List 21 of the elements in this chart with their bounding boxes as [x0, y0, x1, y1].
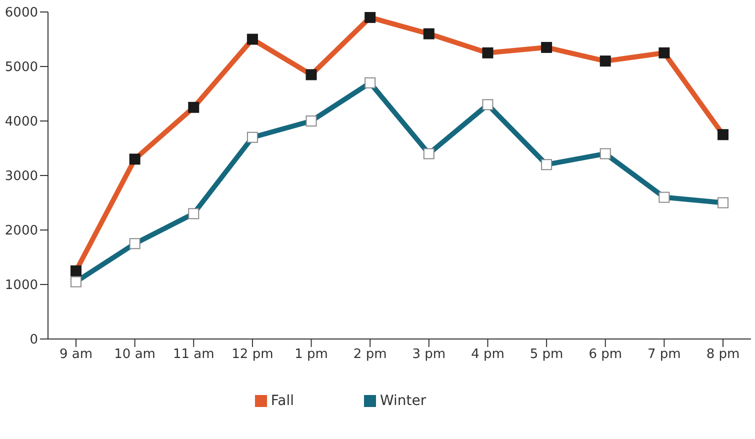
y-tick-label: 2000 [4, 224, 38, 239]
x-tick-label: 9 am [59, 347, 93, 362]
y-tick-label: 5000 [4, 60, 38, 76]
y-tick-label: 3000 [4, 169, 38, 184]
y-tick-label: 6000 [4, 6, 38, 21]
x-tick-label: 1 pm [294, 347, 328, 362]
x-tick-label: 3 pm [412, 347, 446, 362]
x-tick-label: 8 pm [706, 347, 740, 362]
y-tick-label: 4000 [4, 114, 38, 130]
x-tick-label: 7 pm [648, 347, 681, 362]
x-tick-label: 6 pm [588, 347, 622, 362]
legend-label: Fall [270, 393, 294, 409]
x-tick-label: 4 pm [471, 347, 504, 362]
legend-label: Winter [380, 393, 426, 409]
x-tick-label: 11 am [172, 347, 214, 362]
x-tick-label: 2 pm [353, 347, 387, 362]
x-tick-label: 10 am [114, 347, 156, 362]
y-tick-label: 0 [30, 332, 38, 348]
x-tick-label: 5 pm [530, 347, 564, 362]
x-tick-label: 12 pm [232, 347, 274, 362]
y-tick-label: 1000 [4, 278, 38, 294]
